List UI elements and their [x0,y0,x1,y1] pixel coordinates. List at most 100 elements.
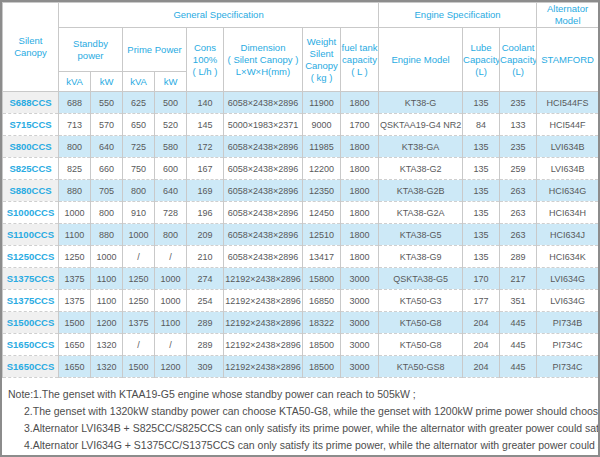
data-cell: 445 [500,356,537,378]
header-stamford: STAMFORD [537,28,599,92]
data-cell: 5000×1983×2371 [224,114,303,136]
header-sub-row: Standby power Prime Power Cons 100% ( L/… [3,28,599,72]
data-cell: 3000 [341,356,379,378]
data-cell: 289 [187,334,224,356]
data-cell: 172 [187,136,224,158]
data-cell: 880 [59,180,91,202]
data-cell: / [123,334,155,356]
data-cell: 351 [500,290,537,312]
data-cell: 660 [91,158,123,180]
data-cell: 11985 [303,136,341,158]
data-cell: 1000 [59,202,91,224]
data-cell: 12350 [303,180,341,202]
data-cell: 1000 [123,224,155,246]
data-cell: 1375 [123,312,155,334]
header-dimension: Dimension ( Silent Canopy ) L×W×H(mm) [224,28,303,92]
data-cell: 274 [187,268,224,290]
data-cell: 445 [500,312,537,334]
header-prime-power: Prime Power [123,28,187,72]
header-lube-capacity: Lube Capacity (L) [463,28,500,92]
table-row: S800CCS8006407255801726058×2438×28961198… [3,136,599,158]
data-cell: 135 [463,158,500,180]
table-row: S1650CCS165013201500120030912192×2438×28… [3,356,599,378]
data-cell: 135 [463,224,500,246]
data-cell: 1320 [91,356,123,378]
data-cell: HCI634J [537,224,599,246]
data-cell: 12200 [303,158,341,180]
data-cell: LVI634G [537,290,599,312]
data-cell: KTA38-G2B [379,180,463,202]
table-row: S688CCS6885506255001406058×2438×28961190… [3,92,599,114]
data-cell: 9000 [303,114,341,136]
table-row: S880CCS8807058006401696058×2438×28961235… [3,180,599,202]
data-cell: 6058×2438×2896 [224,246,303,268]
note-line: 2.The genset with 1320kW standby power c… [8,403,592,420]
table-row: S1500CCS150012001375110028912192×2438×28… [3,312,599,334]
data-cell: KT38-G [379,92,463,114]
data-cell: 1375 [59,290,91,312]
table-row: S1100CCS110088010008002096058×2438×28961… [3,224,599,246]
data-cell: 84 [463,114,500,136]
data-cell: PI734C [537,356,599,378]
data-cell: 235 [500,92,537,114]
data-cell: 12450 [303,202,341,224]
data-cell: 3000 [341,334,379,356]
data-cell: 625 [123,92,155,114]
data-cell: 1800 [341,246,379,268]
data-cell: / [155,246,187,268]
data-cell: 167 [187,158,224,180]
data-cell: KT38-GA [379,136,463,158]
model-cell: S1650CCS [3,356,59,378]
data-cell: 18500 [303,356,341,378]
notes-section: Note:1.The genset with KTAA19-G5 engine … [2,378,598,454]
data-cell: 289 [500,246,537,268]
data-cell: 235 [500,136,537,158]
data-cell: 6058×2438×2896 [224,136,303,158]
table-row: S715CCS7135706505201455000×1983×23719000… [3,114,599,136]
model-cell: S1500CCS [3,312,59,334]
data-cell: 145 [187,114,224,136]
data-cell: 1375 [59,268,91,290]
header-fuel-tank: fuel tank capacity ( L ) [341,28,379,92]
data-cell: / [155,334,187,356]
data-cell: HCI634H [537,202,599,224]
model-cell: S800CCS [3,136,59,158]
table-row: S1375CCS137511001250100025412192×2438×28… [3,290,599,312]
data-cell: 209 [187,224,224,246]
data-cell: KTA38-G2 [379,158,463,180]
data-cell: 725 [123,136,155,158]
data-cell: HCI544F [537,114,599,136]
header-standby-power: Standby power [59,28,123,72]
data-cell: 15800 [303,268,341,290]
data-cell: 1650 [59,334,91,356]
data-cell: 3000 [341,290,379,312]
data-cell: 6058×2438×2896 [224,202,303,224]
data-cell: 254 [187,290,224,312]
data-cell: 204 [463,356,500,378]
data-cell: 1500 [59,312,91,334]
data-cell: HCI634G [537,180,599,202]
data-cell: 3000 [341,312,379,334]
data-cell: 1250 [59,246,91,268]
data-cell: 263 [500,224,537,246]
data-cell: 1000 [91,246,123,268]
header-weight: Weight Silent Canopy ( kg ) [303,28,341,92]
data-cell: 204 [463,334,500,356]
data-cell: 6058×2438×2896 [224,224,303,246]
header-standby-kva: kVA [59,72,91,92]
data-cell: 1800 [341,136,379,158]
data-cell: 217 [500,268,537,290]
data-cell: 263 [500,202,537,224]
header-prime-kw: kW [155,72,187,92]
data-cell: 550 [91,92,123,114]
data-cell: 6058×2438×2896 [224,92,303,114]
data-cell: 11900 [303,92,341,114]
data-cell: 570 [91,114,123,136]
model-cell: S1250CCS [3,246,59,268]
data-cell: 135 [463,202,500,224]
data-cell: QSKTAA19-G4 NR2 [379,114,463,136]
data-cell: 1100 [91,268,123,290]
data-cell: LVI634G [537,268,599,290]
data-cell: 177 [463,290,500,312]
table-row: S825CCS8256607506001676058×2438×28961220… [3,158,599,180]
